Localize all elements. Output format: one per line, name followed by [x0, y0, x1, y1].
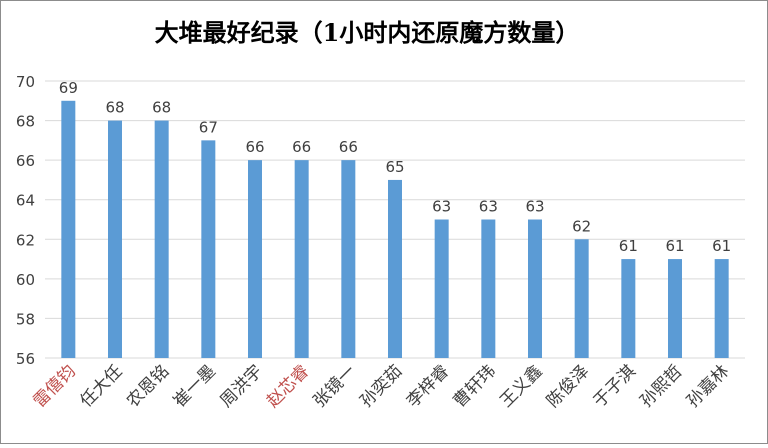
data-label: 66	[292, 138, 311, 156]
bar	[341, 160, 356, 358]
data-label: 67	[199, 118, 218, 136]
y-tick-label: 68	[16, 113, 35, 131]
y-tick-label: 62	[16, 231, 35, 249]
bar	[574, 239, 589, 358]
x-axis-ticks: 雷僖钧任大任农恩铭崔一墨周洪宇赵芯睿张镜一孙奕茹李梓睿曹轩玮王义鑫陈俊泽于子淇孙…	[30, 361, 734, 411]
y-tick-label: 56	[16, 350, 35, 368]
x-tick-label: 赵芯睿	[263, 361, 313, 411]
data-label: 61	[712, 237, 731, 255]
x-tick-label: 张镜一	[310, 361, 360, 411]
bar	[154, 120, 169, 358]
data-label: 68	[105, 99, 124, 117]
bars	[61, 100, 729, 359]
bar	[388, 179, 402, 358]
data-label: 61	[619, 237, 638, 255]
data-label: 62	[572, 217, 591, 235]
y-tick-label: 60	[16, 271, 35, 289]
bar	[528, 219, 542, 358]
bar	[61, 100, 76, 359]
x-tick-label: 李梓睿	[403, 361, 453, 411]
data-label: 69	[59, 79, 78, 97]
bar	[621, 259, 636, 358]
x-tick-label: 农恩铭	[123, 361, 173, 411]
data-label: 68	[152, 99, 171, 117]
x-tick-label: 雷僖钧	[30, 361, 80, 411]
data-label: 65	[385, 158, 404, 176]
x-tick-label: 曹轩玮	[450, 361, 500, 411]
bar	[201, 140, 216, 358]
chart-title: 大堆最好纪录（1小时内还原魔方数量）	[155, 18, 580, 47]
y-tick-label: 70	[16, 73, 35, 91]
data-label: 63	[479, 198, 498, 216]
data-label: 63	[525, 198, 544, 216]
data-label: 63	[432, 198, 451, 216]
data-labels: 69 68 68 67 66 66 66 65 63 63 63 62 61 61 61	[59, 79, 731, 255]
x-tick-label: 王义鑫	[496, 361, 546, 411]
x-tick-label: 孙熙哲	[636, 361, 686, 411]
bar	[481, 219, 496, 358]
x-tick-label: 孙奕茹	[356, 361, 406, 411]
x-tick-label: 崔一墨	[170, 361, 220, 411]
bar	[668, 259, 682, 358]
data-label: 66	[339, 138, 358, 156]
bar	[248, 160, 262, 358]
y-tick-label: 58	[16, 310, 35, 328]
x-tick-label: 孙嘉林	[683, 361, 733, 411]
bar	[434, 219, 449, 358]
x-tick-label: 陈俊泽	[543, 361, 593, 411]
y-tick-label: 64	[16, 192, 35, 210]
data-label: 66	[245, 138, 264, 156]
x-tick-label: 于子淇	[590, 361, 640, 411]
y-tick-label: 66	[16, 152, 35, 170]
bar	[108, 120, 122, 358]
bar	[714, 259, 729, 358]
x-tick-label: 任大任	[76, 361, 126, 411]
bar	[294, 160, 309, 358]
x-tick-label: 周洪宇	[216, 361, 266, 411]
data-label: 61	[665, 237, 684, 255]
y-axis-ticks: 56 58 60 62 64 66 68 70	[16, 73, 35, 368]
